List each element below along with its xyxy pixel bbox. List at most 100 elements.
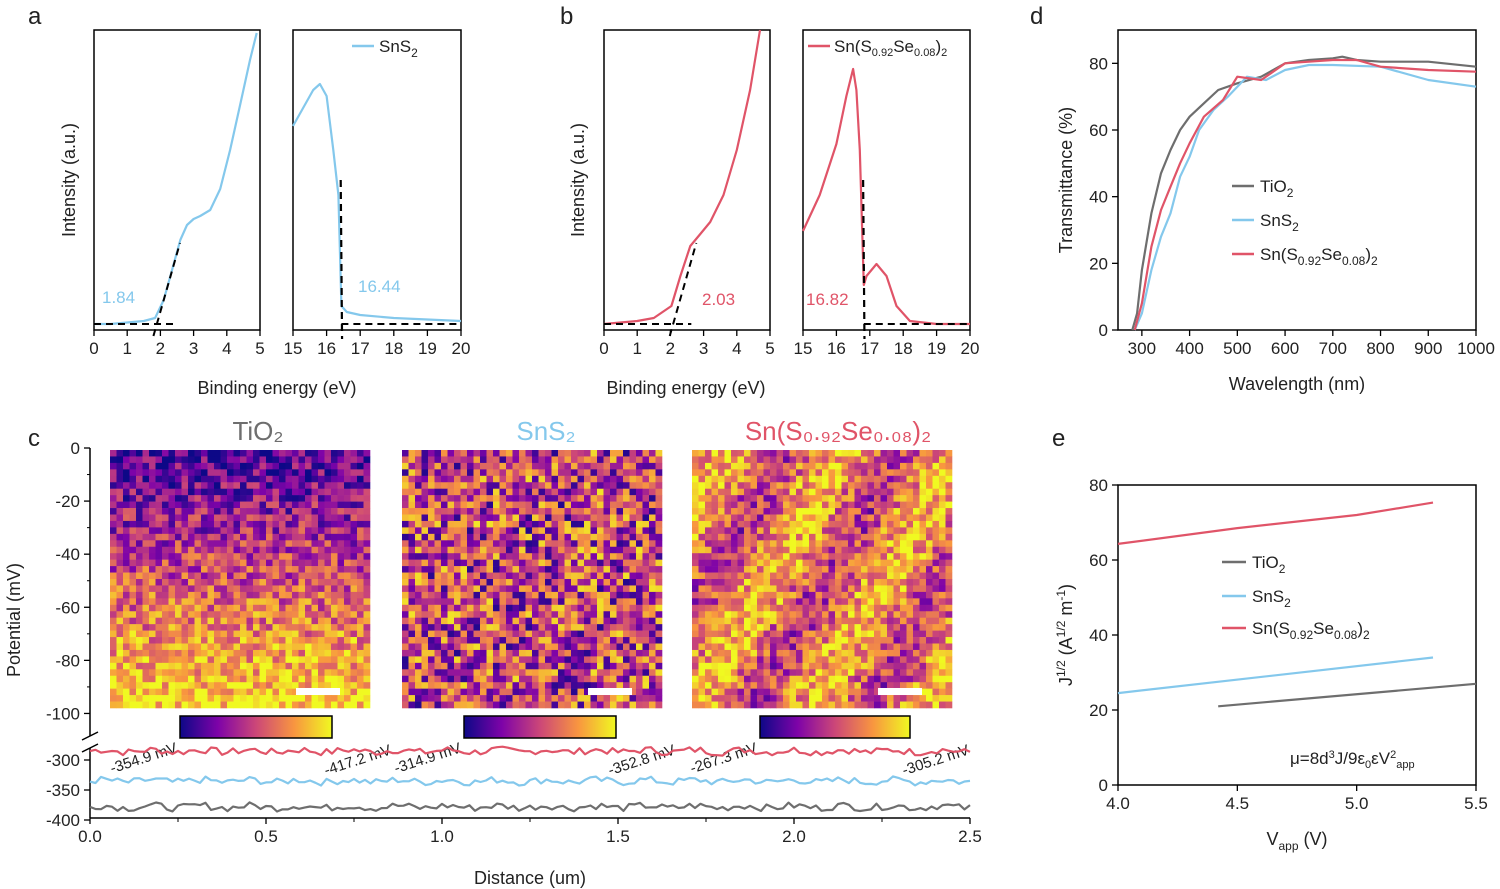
kpfm-pixel <box>220 591 228 599</box>
kpfm-pixel <box>636 566 643 573</box>
kpfm-pixel <box>441 482 448 489</box>
kpfm-pixel <box>945 482 953 489</box>
kpfm-pixel <box>623 643 630 651</box>
kpfm-pixel <box>525 495 533 502</box>
kpfm-pixel <box>532 546 539 554</box>
kpfm-pixel <box>298 546 306 554</box>
kpfm-pixel <box>610 508 617 515</box>
kpfm-pixel <box>919 604 927 612</box>
kpfm-pixel <box>590 546 598 554</box>
kpfm-pixel <box>415 585 422 593</box>
kpfm-pixel <box>499 585 507 593</box>
kpfm-pixel <box>545 533 552 541</box>
kpfm-pixel <box>789 591 797 599</box>
kpfm-pixel <box>835 572 842 580</box>
kpfm-pixel <box>610 540 617 548</box>
kpfm-pixel <box>692 456 699 464</box>
kpfm-pixel <box>571 604 578 612</box>
kpfm-pixel <box>636 546 643 554</box>
kpfm-pixel <box>525 482 533 489</box>
kpfm-pixel <box>473 450 481 457</box>
kpfm-pixel <box>272 559 280 567</box>
kpfm-pixel <box>194 456 202 464</box>
kpfm-pixel <box>402 617 409 625</box>
kpfm-pixel <box>486 559 494 567</box>
kpfm-pixel <box>188 675 195 683</box>
kpfm-pixel <box>207 579 215 586</box>
kpfm-pixel <box>434 450 442 457</box>
kpfm-pixel <box>564 624 572 631</box>
kpfm-pixel <box>584 469 591 477</box>
kpfm-pixel <box>649 533 656 541</box>
kpfm-pixel <box>350 643 358 651</box>
kpfm-pixel <box>155 701 163 709</box>
kpfm-pixel <box>564 604 572 612</box>
kpfm-pixel <box>441 450 448 457</box>
kpfm-pixel <box>214 501 221 509</box>
kpfm-pixel <box>724 598 732 606</box>
kpfm-pixel <box>698 514 706 522</box>
kpfm-pixel <box>841 514 849 522</box>
kpfm-pixel <box>724 662 732 670</box>
kpfm-pixel <box>272 495 280 502</box>
kpfm-pixel <box>913 450 920 457</box>
kpfm-pixel <box>558 462 565 470</box>
kpfm-pixel <box>629 514 637 522</box>
kpfm-pixel <box>577 585 585 593</box>
kpfm-pixel <box>809 656 816 664</box>
kpfm-pixel <box>584 559 591 567</box>
kpfm-pixel <box>809 598 816 606</box>
kpfm-pixel <box>906 598 914 606</box>
kpfm-pixel <box>551 456 559 464</box>
kpfm-pixel <box>724 469 732 477</box>
kpfm-pixel <box>493 643 500 651</box>
a-right-xtick-label: 16 <box>317 339 336 358</box>
kpfm-pixel <box>590 695 598 702</box>
kpfm-pixel <box>175 559 182 567</box>
kpfm-pixel <box>331 585 338 593</box>
kpfm-pixel <box>571 643 578 651</box>
kpfm-pixel <box>350 540 358 548</box>
kpfm-pixel <box>900 495 907 502</box>
kpfm-pixel <box>363 572 371 580</box>
kpfm-pixel <box>822 482 829 489</box>
kpfm-pixel <box>926 579 933 586</box>
kpfm-pixel <box>473 643 481 651</box>
kpfm-pixel <box>848 630 855 638</box>
kpfm-pixel <box>207 585 215 593</box>
kpfm-pixel <box>460 579 468 586</box>
kpfm-pixel <box>129 624 137 631</box>
kpfm-pixel <box>129 462 137 470</box>
kpfm-pixel <box>642 598 650 606</box>
kpfm-pixel <box>201 669 208 677</box>
kpfm-pixel <box>809 585 816 593</box>
kpfm-pixel <box>887 656 894 664</box>
kpfm-pixel <box>919 527 927 535</box>
kpfm-pixel <box>512 508 520 515</box>
kpfm-pixel <box>822 579 829 586</box>
kpfm-pixel <box>887 501 894 509</box>
kpfm-pixel <box>564 688 572 696</box>
kpfm-pixel <box>610 669 617 677</box>
kpfm-pixel <box>162 579 169 586</box>
kpfm-pixel <box>415 450 422 457</box>
kpfm-pixel <box>285 572 293 580</box>
kpfm-pixel <box>926 450 933 457</box>
kpfm-pixel <box>815 572 823 580</box>
kpfm-pixel <box>337 456 345 464</box>
kpfm-pixel <box>129 540 137 548</box>
kpfm-pixel <box>802 546 810 554</box>
kpfm-pixel <box>636 630 643 638</box>
kpfm-pixel <box>835 527 842 535</box>
kpfm-pixel <box>129 501 137 509</box>
kpfm-pixel <box>175 579 182 586</box>
kpfm-pixel <box>880 598 888 606</box>
kpfm-pixel <box>809 450 816 457</box>
kpfm-pixel <box>233 482 241 489</box>
kpfm-pixel <box>434 598 442 606</box>
kpfm-pixel <box>783 624 790 631</box>
kpfm-pixel <box>421 624 429 631</box>
kpfm-pixel <box>272 546 280 554</box>
kpfm-pixel <box>493 482 500 489</box>
kpfm-pixel <box>266 527 273 535</box>
